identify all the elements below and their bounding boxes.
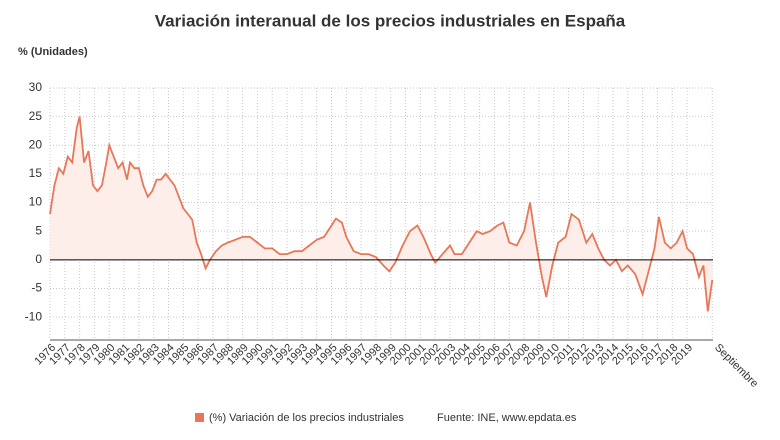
area [50, 116, 713, 312]
y-tick-label: 20 [29, 137, 43, 151]
legend-swatch [195, 413, 204, 422]
y-tick-label: 0 [35, 252, 42, 266]
y-tick-label: -5 [31, 281, 42, 295]
legend-label: (%) Variación de los precios industriale… [209, 412, 404, 424]
line [49, 116, 714, 312]
y-tick-label: 5 [35, 223, 42, 237]
y-axis-label: % (Unidades) [18, 46, 88, 58]
y-tick-label: 15 [29, 166, 43, 180]
y-tick-label: 25 [29, 109, 43, 123]
y-tick-label: -10 [25, 309, 43, 323]
chart-title: Variación interanual de los precios indu… [155, 11, 626, 30]
x-tick-label: Septiembre [712, 342, 760, 390]
y-tick-label: 10 [29, 195, 43, 209]
source: Fuente: INE, www.epdata.es [437, 412, 577, 424]
y-tick-label: 30 [29, 80, 43, 94]
